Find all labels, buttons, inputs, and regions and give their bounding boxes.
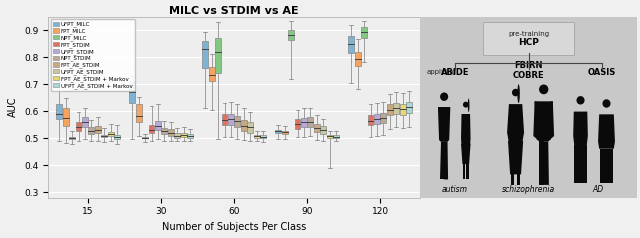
FancyBboxPatch shape	[95, 126, 100, 133]
Y-axis label: AUC: AUC	[8, 97, 19, 117]
FancyBboxPatch shape	[101, 135, 107, 137]
FancyBboxPatch shape	[180, 133, 187, 137]
Ellipse shape	[463, 102, 468, 108]
FancyBboxPatch shape	[307, 117, 314, 127]
Polygon shape	[573, 112, 588, 145]
FancyBboxPatch shape	[247, 122, 253, 133]
FancyBboxPatch shape	[142, 137, 148, 139]
Ellipse shape	[577, 96, 584, 104]
Polygon shape	[438, 107, 451, 142]
Polygon shape	[550, 101, 554, 139]
Text: FBIRN
COBRE: FBIRN COBRE	[513, 61, 545, 80]
Ellipse shape	[539, 84, 548, 94]
FancyBboxPatch shape	[387, 104, 393, 115]
FancyBboxPatch shape	[288, 30, 294, 40]
Text: applying: applying	[427, 69, 457, 75]
Polygon shape	[516, 172, 520, 185]
FancyBboxPatch shape	[174, 133, 180, 138]
FancyBboxPatch shape	[380, 113, 387, 123]
FancyBboxPatch shape	[187, 134, 193, 138]
Polygon shape	[463, 163, 465, 179]
Polygon shape	[461, 114, 470, 145]
FancyBboxPatch shape	[326, 135, 333, 138]
FancyBboxPatch shape	[82, 117, 88, 127]
FancyBboxPatch shape	[129, 81, 135, 103]
Ellipse shape	[468, 99, 470, 112]
FancyBboxPatch shape	[253, 135, 260, 138]
Text: AD: AD	[592, 185, 604, 194]
FancyBboxPatch shape	[221, 114, 227, 125]
FancyBboxPatch shape	[355, 52, 361, 66]
FancyBboxPatch shape	[228, 114, 234, 125]
FancyBboxPatch shape	[76, 123, 81, 131]
Text: OASIS: OASIS	[588, 68, 616, 77]
Ellipse shape	[517, 84, 520, 103]
Text: autism: autism	[442, 185, 468, 194]
Polygon shape	[444, 142, 448, 179]
FancyBboxPatch shape	[56, 104, 62, 119]
FancyBboxPatch shape	[114, 135, 120, 139]
Polygon shape	[598, 114, 615, 149]
FancyBboxPatch shape	[241, 120, 247, 131]
FancyBboxPatch shape	[282, 131, 287, 134]
FancyBboxPatch shape	[348, 35, 354, 53]
FancyBboxPatch shape	[420, 17, 637, 198]
FancyBboxPatch shape	[209, 67, 214, 81]
FancyBboxPatch shape	[202, 41, 208, 68]
Polygon shape	[533, 101, 537, 139]
Polygon shape	[467, 163, 468, 179]
FancyBboxPatch shape	[483, 22, 574, 55]
Polygon shape	[440, 142, 444, 179]
Ellipse shape	[512, 89, 519, 96]
FancyBboxPatch shape	[69, 137, 75, 139]
Text: ABIDE: ABIDE	[441, 68, 469, 77]
Polygon shape	[508, 141, 523, 174]
FancyBboxPatch shape	[148, 125, 154, 133]
FancyBboxPatch shape	[215, 38, 221, 73]
FancyBboxPatch shape	[367, 115, 374, 125]
Polygon shape	[534, 101, 553, 141]
Title: MILC vs STDIM vs AE: MILC vs STDIM vs AE	[170, 6, 299, 16]
Text: pre-training: pre-training	[508, 31, 549, 37]
X-axis label: Number of Subjects Per Class: Number of Subjects Per Class	[162, 222, 307, 232]
FancyBboxPatch shape	[374, 114, 380, 124]
Polygon shape	[511, 172, 515, 185]
FancyBboxPatch shape	[161, 128, 167, 134]
FancyBboxPatch shape	[314, 124, 320, 132]
FancyBboxPatch shape	[88, 127, 94, 134]
FancyBboxPatch shape	[301, 118, 307, 127]
FancyBboxPatch shape	[155, 121, 161, 129]
FancyBboxPatch shape	[333, 135, 339, 138]
FancyBboxPatch shape	[275, 129, 281, 133]
Polygon shape	[543, 141, 549, 185]
FancyBboxPatch shape	[394, 103, 399, 114]
FancyBboxPatch shape	[63, 109, 68, 126]
Text: HCP: HCP	[518, 38, 539, 47]
FancyBboxPatch shape	[361, 27, 367, 38]
Legend: UFPT_MILC, FPT_MILC, NPT_MILC, FPT_STDIM, UFPT_STDIM, NPT_STDIM, FPT_AE_STDIM, U: UFPT_MILC, FPT_MILC, NPT_MILC, FPT_STDIM…	[51, 20, 135, 91]
FancyBboxPatch shape	[168, 129, 173, 136]
Polygon shape	[538, 141, 545, 185]
FancyBboxPatch shape	[406, 102, 412, 113]
FancyBboxPatch shape	[320, 126, 326, 134]
Polygon shape	[461, 144, 470, 164]
FancyBboxPatch shape	[260, 135, 266, 138]
Polygon shape	[574, 145, 580, 183]
FancyBboxPatch shape	[234, 116, 241, 127]
FancyBboxPatch shape	[294, 119, 301, 129]
FancyBboxPatch shape	[136, 104, 141, 123]
Polygon shape	[600, 149, 607, 183]
Ellipse shape	[602, 99, 611, 108]
Ellipse shape	[440, 92, 448, 101]
FancyBboxPatch shape	[400, 104, 406, 115]
Polygon shape	[606, 149, 612, 183]
Polygon shape	[507, 104, 524, 143]
FancyBboxPatch shape	[108, 132, 113, 136]
Text: schizophrenia: schizophrenia	[502, 185, 555, 194]
Polygon shape	[580, 145, 587, 183]
